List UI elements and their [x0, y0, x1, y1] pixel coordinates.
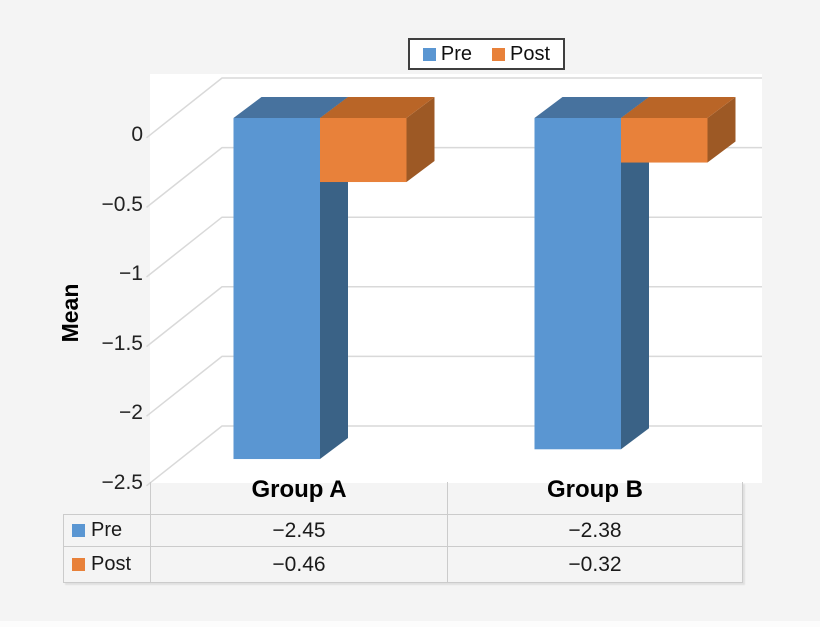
- table-header-cell-group-a: [150, 482, 448, 515]
- table-swatch-post-icon: [72, 558, 85, 571]
- bar-post-group-a-front: [320, 118, 407, 183]
- y-tick-label-5: −2.5: [101, 471, 143, 494]
- table-row-label-post: Post: [91, 553, 132, 575]
- y-tick-label-1: −0.5: [101, 192, 143, 216]
- bar-post-group-a-side: [406, 97, 435, 183]
- table-row-key-post: Post: [63, 546, 151, 583]
- category-label-group-b: Group B: [547, 476, 643, 503]
- legend-item-post: Post: [492, 44, 550, 64]
- table-value-post-group-a: −0.46: [150, 546, 448, 583]
- bar-post-group-b-front: [621, 118, 708, 163]
- table-value-pre-group-a: −2.45: [150, 514, 448, 547]
- table-header-cell-group-b: [447, 482, 743, 515]
- legend-swatch-pre-icon: [422, 47, 436, 61]
- table-row-key-pre: Pre: [63, 514, 151, 547]
- table-value-post-group-b: −0.32: [447, 546, 743, 583]
- bar-post-group-a-top: [320, 97, 435, 118]
- table-swatch-pre-icon: [72, 524, 85, 537]
- legend-label-pre: Pre: [440, 43, 473, 65]
- legend-label-post: Post: [510, 43, 551, 65]
- bar-post-group-b-top: [621, 97, 736, 118]
- category-label-group-a: Group A: [251, 476, 347, 503]
- bar-pre-group-a-side: [320, 97, 348, 460]
- y-tick-label-2: −1: [119, 262, 143, 286]
- bar-post-group-b-side: [707, 97, 736, 163]
- bar-pre-group-a-top: [233, 97, 348, 118]
- y-tick-label-3: −1.5: [101, 331, 143, 355]
- table-row-label-pre: Pre: [91, 519, 123, 541]
- gridline-0: [146, 77, 762, 139]
- bottom-strip: [0, 621, 820, 627]
- y-tick-label-0: 0: [131, 123, 143, 146]
- bar-pre-group-a-front: [233, 118, 320, 460]
- legend-swatch-post-icon: [492, 47, 506, 61]
- bar-pre-group-b-front: [534, 118, 621, 450]
- bar-pre-group-b-side: [621, 97, 649, 450]
- bar-pre-group-b-top: [534, 97, 649, 118]
- y-tick-label-4: −2: [119, 401, 143, 425]
- legend: Pre Post: [408, 38, 565, 70]
- legend-item-pre: Pre: [422, 43, 473, 65]
- table-value-pre-group-b: −2.38: [447, 514, 743, 547]
